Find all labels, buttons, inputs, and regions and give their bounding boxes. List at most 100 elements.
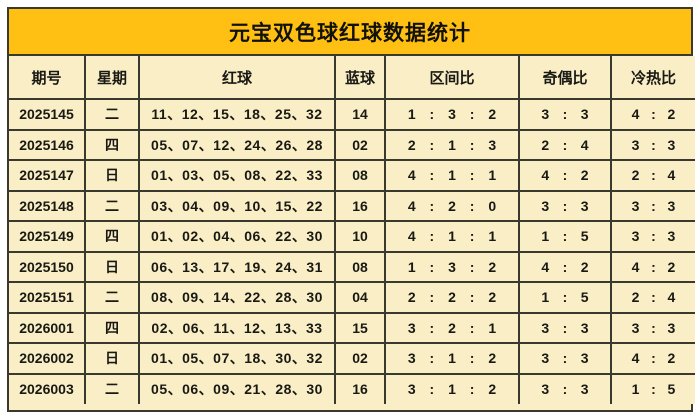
odd-even-ratio-cell-value: 3:3 (541, 106, 589, 123)
cold-hot-ratio-cell: 3:3 (610, 311, 696, 344)
cold-hot-ratio-cell-value: 2:4 (631, 289, 676, 306)
period-cell: 2025145 (8, 98, 86, 131)
header-week: 星期 (84, 55, 140, 100)
lottery-stats-table: 期号 星期 红球 蓝球 区间比 奇偶比 冷热比 2025145 二 11、12、15… (8, 55, 696, 405)
odd-even-ratio-cell: 1:5 (518, 281, 612, 314)
week-cell: 日 (84, 250, 140, 283)
blue-ball-cell: 04 (334, 281, 386, 314)
odd-even-ratio-cell: 3:3 (518, 342, 612, 375)
zone-ratio-cell: 2:2:2 (384, 281, 520, 314)
zone-ratio-cell-value: 4:2:0 (407, 197, 497, 214)
cold-hot-ratio-cell: 3:3 (610, 189, 696, 222)
red-balls-cell: 01、03、05、08、22、33 (138, 159, 336, 192)
period-cell: 2025148 (8, 189, 86, 222)
red-balls-cell: 06、13、17、19、24、31 (138, 250, 336, 283)
odd-even-ratio-cell: 3:3 (518, 372, 612, 405)
table-row: 2026002 日 01、05、07、18、30、32 02 3:1:2 3:3 4:2 (8, 342, 696, 375)
blue-ball-cell: 02 (334, 342, 386, 375)
red-balls-cell: 01、05、07、18、30、32 (138, 342, 336, 375)
odd-even-ratio-cell: 1:5 (518, 220, 612, 253)
zone-ratio-cell: 3:1:2 (384, 342, 520, 375)
header-zone-ratio: 区间比 (384, 55, 520, 100)
header-cold-hot-ratio: 冷热比 (610, 55, 696, 100)
period-cell: 2026001 (8, 311, 86, 344)
table-body: 2025145 二 11、12、15、18、25、32 14 1:3:2 3:3 4:2 20… (8, 98, 696, 405)
red-balls-cell: 05、07、12、24、26、28 (138, 128, 336, 161)
week-cell: 二 (84, 281, 140, 314)
odd-even-ratio-cell-value: 3:3 (541, 350, 589, 367)
table-row: 2025148 二 03、04、09、10、15、22 16 4:2:0 3:3 3:3 (8, 189, 696, 222)
zone-ratio-cell-value: 1:3:2 (407, 106, 497, 123)
odd-even-ratio-cell: 4:2 (518, 250, 612, 283)
period-cell: 2025150 (8, 250, 86, 283)
cold-hot-ratio-cell: 2:4 (610, 281, 696, 314)
period-cell: 2025147 (8, 159, 86, 192)
odd-even-ratio-cell: 3:3 (518, 189, 612, 222)
odd-even-ratio-cell-value: 1:5 (541, 289, 589, 306)
week-cell: 日 (84, 342, 140, 375)
week-cell: 二 (84, 372, 140, 405)
odd-even-ratio-cell: 3:3 (518, 311, 612, 344)
cold-hot-ratio-cell: 3:3 (610, 220, 696, 253)
blue-ball-cell: 02 (334, 128, 386, 161)
blue-ball-cell: 10 (334, 220, 386, 253)
cold-hot-ratio-cell: 4:2 (610, 250, 696, 283)
page-title: 元宝双色球红球数据统计 (9, 9, 691, 56)
cold-hot-ratio-cell: 4:2 (610, 98, 696, 131)
red-balls-cell: 05、06、09、21、28、30 (138, 372, 336, 405)
odd-even-ratio-cell-value: 1:5 (541, 228, 589, 245)
cold-hot-ratio-cell-value: 3:3 (631, 319, 676, 336)
cold-hot-ratio-cell-value: 3:3 (631, 136, 676, 153)
cold-hot-ratio-cell: 4:2 (610, 342, 696, 375)
odd-even-ratio-cell-value: 4:2 (541, 167, 589, 184)
table-row: 2025151 二 08、09、14、22、28、30 04 2:2:2 1:5 2:4 (8, 281, 696, 314)
zone-ratio-cell: 1:3:2 (384, 250, 520, 283)
week-cell: 四 (84, 128, 140, 161)
cold-hot-ratio-cell-value: 1:5 (631, 381, 676, 398)
zone-ratio-cell: 3:1:2 (384, 372, 520, 405)
zone-ratio-cell: 4:1:1 (384, 220, 520, 253)
zone-ratio-cell-value: 1:3:2 (407, 258, 497, 275)
zone-ratio-cell-value: 3:1:2 (407, 350, 497, 367)
header-odd-even-ratio: 奇偶比 (518, 55, 612, 100)
cold-hot-ratio-cell-value: 4:2 (631, 258, 676, 275)
red-balls-cell: 08、09、14、22、28、30 (138, 281, 336, 314)
table-row: 2025150 日 06、13、17、19、24、31 08 1:3:2 4:2 4:2 (8, 250, 696, 283)
cold-hot-ratio-cell: 1:5 (610, 372, 696, 405)
zone-ratio-cell-value: 3:1:2 (407, 381, 497, 398)
period-cell: 2026003 (8, 372, 86, 405)
stats-board: 元宝双色球红球数据统计 期号 星期 红球 蓝球 区间比 奇偶比 冷热比 2025… (7, 7, 696, 412)
odd-even-ratio-cell-value: 2:4 (541, 136, 589, 153)
red-balls-cell: 03、04、09、10、15、22 (138, 189, 336, 222)
period-cell: 2026002 (8, 342, 86, 375)
table-row: 2026003 二 05、06、09、21、28、30 16 3:1:2 3:3 1:5 (8, 372, 696, 405)
zone-ratio-cell-value: 2:2:2 (407, 289, 497, 306)
odd-even-ratio-cell-value: 3:3 (541, 319, 589, 336)
period-cell: 2025151 (8, 281, 86, 314)
week-cell: 二 (84, 189, 140, 222)
table-row: 2025147 日 01、03、05、08、22、33 08 4:1:1 4:2 2:4 (8, 159, 696, 192)
cold-hot-ratio-cell-value: 4:2 (631, 106, 676, 123)
red-balls-cell: 11、12、15、18、25、32 (138, 98, 336, 131)
cold-hot-ratio-cell-value: 3:3 (631, 197, 676, 214)
period-cell: 2025146 (8, 128, 86, 161)
zone-ratio-cell: 4:2:0 (384, 189, 520, 222)
cold-hot-ratio-cell: 2:4 (610, 159, 696, 192)
odd-even-ratio-cell-value: 4:2 (541, 258, 589, 275)
zone-ratio-cell: 2:1:3 (384, 128, 520, 161)
week-cell: 四 (84, 220, 140, 253)
header-period: 期号 (8, 55, 86, 100)
zone-ratio-cell: 3:2:1 (384, 311, 520, 344)
week-cell: 日 (84, 159, 140, 192)
odd-even-ratio-cell-value: 3:3 (541, 197, 589, 214)
blue-ball-cell: 08 (334, 159, 386, 192)
red-balls-cell: 02、06、11、12、13、33 (138, 311, 336, 344)
zone-ratio-cell: 4:1:1 (384, 159, 520, 192)
table-row: 2025149 四 01、02、04、06、22、30 10 4:1:1 1:5 3:3 (8, 220, 696, 253)
blue-ball-cell: 14 (334, 98, 386, 131)
table-row: 2026001 四 02、06、11、12、13、33 15 3:2:1 3:3 3:3 (8, 311, 696, 344)
blue-ball-cell: 16 (334, 189, 386, 222)
zone-ratio-cell-value: 2:1:3 (407, 136, 497, 153)
blue-ball-cell: 15 (334, 311, 386, 344)
week-cell: 四 (84, 311, 140, 344)
